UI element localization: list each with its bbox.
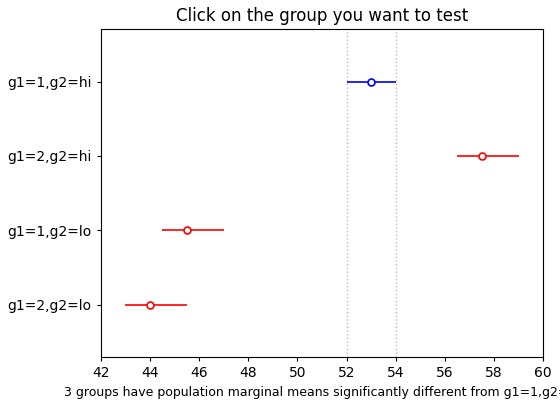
Title: Click on the group you want to test: Click on the group you want to test: [176, 7, 468, 25]
X-axis label: 3 groups have population marginal means significantly different from g1=1,g2=hi: 3 groups have population marginal means …: [64, 386, 560, 399]
